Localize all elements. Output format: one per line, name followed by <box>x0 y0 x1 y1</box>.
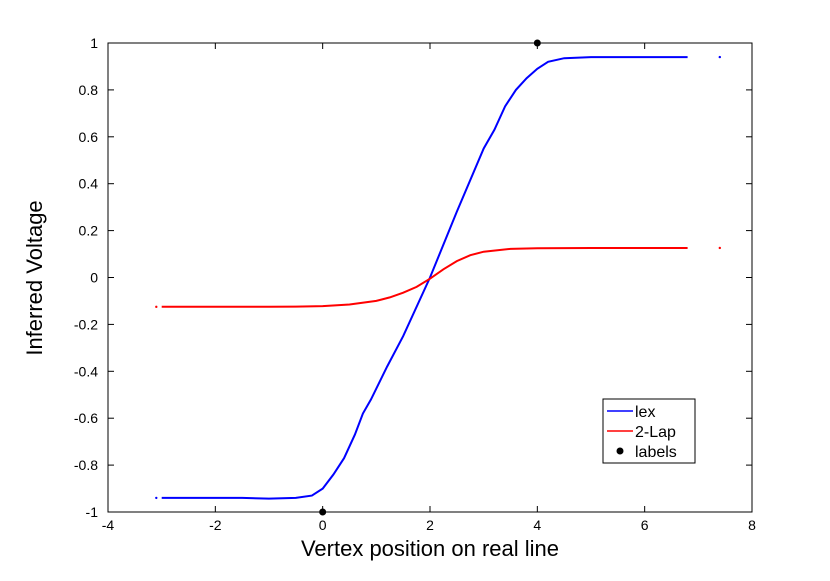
x-tick-label: 0 <box>319 517 327 533</box>
y-tick-label: -0.6 <box>74 410 98 426</box>
series-layer <box>155 39 721 516</box>
y-tick-label: -1 <box>86 504 99 520</box>
legend: lex 2-Lap labels <box>602 398 696 464</box>
legend-label-labels: labels <box>635 444 677 461</box>
y-tick-label: -0.2 <box>74 316 98 332</box>
legend-label-lex: lex <box>635 404 655 421</box>
y-tick-label: 0.6 <box>79 129 99 145</box>
x-tick-label: 4 <box>533 517 541 533</box>
x-tick-label: 8 <box>748 517 756 533</box>
y-tick-label: 1 <box>90 35 98 51</box>
data-point-labels <box>319 508 327 516</box>
y-tick-label: 0.8 <box>79 82 99 98</box>
x-tick-label: -4 <box>102 517 115 533</box>
x-tick-label: 2 <box>426 517 434 533</box>
series-line-2-lap <box>161 247 688 308</box>
outlier-point <box>155 305 158 309</box>
legend-label-2-lap: 2-Lap <box>635 424 676 441</box>
series-line-lex <box>161 56 688 500</box>
legend-swatch-labels <box>616 447 624 455</box>
y-axis-title: Inferred Voltage <box>22 200 47 355</box>
y-tick-label: -0.4 <box>74 363 98 379</box>
data-point-labels <box>533 39 541 47</box>
x-axis-ticks: -4 -2 0 2 4 6 8 <box>102 43 756 533</box>
outlier-point <box>718 246 721 250</box>
y-tick-label: 0 <box>90 270 98 286</box>
outlier-point <box>155 496 158 500</box>
y-axis-ticks: -1 -0.8 -0.6 -0.4 -0.2 0 0.2 0.4 0.6 0.8 1 <box>74 35 752 520</box>
outlier-point <box>718 55 721 59</box>
x-axis-title: Vertex position on real line <box>301 536 559 561</box>
y-tick-label: -0.8 <box>74 457 98 473</box>
x-tick-label: -2 <box>209 517 222 533</box>
x-tick-label: 6 <box>641 517 649 533</box>
y-tick-label: 0.4 <box>79 176 99 192</box>
y-tick-label: 0.2 <box>79 223 99 239</box>
